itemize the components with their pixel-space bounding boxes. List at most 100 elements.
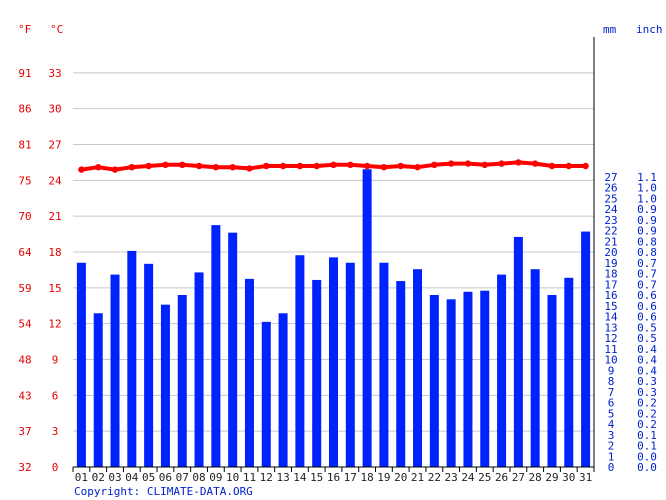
inch-tick-label: 0.9 (637, 225, 657, 238)
precipitation-bar (413, 269, 423, 467)
celsius-tick-label: 9 (52, 354, 59, 367)
day-tick-label: 30 (562, 471, 575, 484)
fahrenheit-tick-label: 91 (18, 67, 31, 80)
fahrenheit-tick-label: 48 (18, 354, 31, 367)
fahrenheit-tick-label: 70 (18, 210, 31, 223)
celsius-tick-label: 0 (52, 461, 59, 474)
precipitation-bar (93, 313, 103, 467)
precipitation-bar (278, 313, 288, 467)
temperature-point (565, 162, 572, 170)
precipitation-bar (295, 255, 305, 467)
mm-tick-label: 3 (608, 429, 615, 442)
mm-tick-label: 1 (608, 450, 615, 463)
precipitation-bar (76, 262, 86, 467)
temperature-line (78, 159, 589, 173)
mm-tick-label: 8 (608, 375, 615, 388)
temperature-point (246, 165, 253, 172)
temperature-point (212, 163, 220, 171)
precipitation-bar (144, 263, 154, 467)
precipitation-bar (160, 304, 170, 467)
temperature-point (162, 161, 169, 169)
mm-tick-label: 22 (604, 225, 617, 238)
day-tick-label: 06 (159, 471, 172, 484)
inch-tick-label: 0.7 (637, 257, 657, 270)
mm-tick-label: 5 (608, 407, 615, 420)
fahrenheit-tick-label: 86 (18, 103, 31, 116)
precipitation-bar (261, 321, 271, 467)
celsius-tick-label: 12 (48, 318, 61, 331)
precipitation-bar (127, 250, 137, 467)
mm-tick-label: 9 (608, 364, 615, 377)
celsius-tick-label: 24 (48, 174, 62, 187)
day-tick-label: 15 (310, 471, 323, 484)
fahrenheit-tick-label: 43 (18, 389, 31, 402)
celsius-tick-label: 15 (48, 282, 61, 295)
precipitation-bar (530, 269, 540, 467)
temperature-point (179, 161, 186, 169)
inch-tick-label: 1.0 (637, 182, 657, 195)
temperature-point (531, 160, 539, 167)
inch-tick-label: 0.4 (637, 354, 657, 367)
inch-tick-label: 0.3 (637, 375, 657, 388)
fahrenheit-tick-label: 59 (18, 282, 31, 295)
day-tick-label: 10 (226, 471, 239, 484)
precipitation-bar (429, 295, 439, 467)
temperature-point (229, 163, 236, 171)
temperature-point (582, 162, 589, 170)
axes (72, 37, 595, 472)
inch-tick-label: 0.4 (637, 364, 657, 377)
precipitation-bar (513, 236, 523, 467)
temperature-point (296, 162, 304, 170)
temperature-point (263, 162, 270, 170)
mm-tick-label: 6 (608, 397, 615, 410)
temperature-point (414, 163, 421, 171)
mm-tick-label: 18 (604, 268, 617, 281)
mm-tick-label: 11 (604, 343, 617, 356)
precipitation-bar (547, 295, 557, 467)
temperature-point (95, 163, 102, 171)
inch-tick-label: 0.0 (637, 450, 657, 463)
inch-tick-label: 0.4 (637, 343, 657, 356)
mm-tick-label: 7 (608, 386, 615, 399)
celsius-tick-label: 33 (48, 67, 61, 80)
day-tick-label: 18 (360, 471, 373, 484)
celsius-tick-label: 18 (48, 246, 61, 259)
celsius-tick-label: 3 (52, 425, 59, 438)
mm-tick-label: 16 (604, 289, 617, 302)
temperature-point (447, 160, 455, 167)
temperature-point (195, 162, 203, 170)
precipitation-bar (564, 277, 574, 467)
inch-tick-label: 0.5 (637, 332, 657, 345)
mm-tick-label: 21 (604, 235, 617, 248)
inch-tick-label: 0.1 (637, 440, 657, 453)
celsius-tick-label: 27 (48, 139, 61, 152)
day-tick-label: 09 (209, 471, 222, 484)
mm-tick-label: 20 (604, 246, 617, 259)
day-tick-label: 01 (75, 471, 88, 484)
fahrenheit-tick-label: 37 (18, 425, 31, 438)
day-tick-label: 02 (92, 471, 105, 484)
inch-unit-label: inch (636, 23, 663, 36)
day-tick-label: 17 (344, 471, 357, 484)
mm-tick-label: 10 (604, 354, 617, 367)
precipitation-bar (396, 281, 406, 467)
mm-tick-label: 4 (608, 418, 615, 431)
mm-tick-label: 15 (604, 300, 617, 313)
day-tick-label: 29 (545, 471, 558, 484)
precipitation-bar (379, 262, 389, 467)
fahrenheit-tick-label: 32 (18, 461, 31, 474)
mm-tick-label: 12 (604, 332, 617, 345)
day-tick-label: 24 (461, 471, 475, 484)
day-tick-label: 14 (293, 471, 307, 484)
inch-tick-label: 0.6 (637, 289, 657, 302)
mm-tick-label: 14 (604, 311, 618, 324)
day-tick-label: 19 (377, 471, 390, 484)
temperature-point (363, 162, 371, 170)
mm-unit-label: mm (603, 23, 617, 36)
precipitation-bar (244, 278, 254, 467)
precipitation-bar (329, 257, 338, 467)
mm-tick-label: 26 (604, 182, 617, 195)
precipitation-bar (362, 169, 372, 467)
precipitation-bar (194, 272, 204, 467)
